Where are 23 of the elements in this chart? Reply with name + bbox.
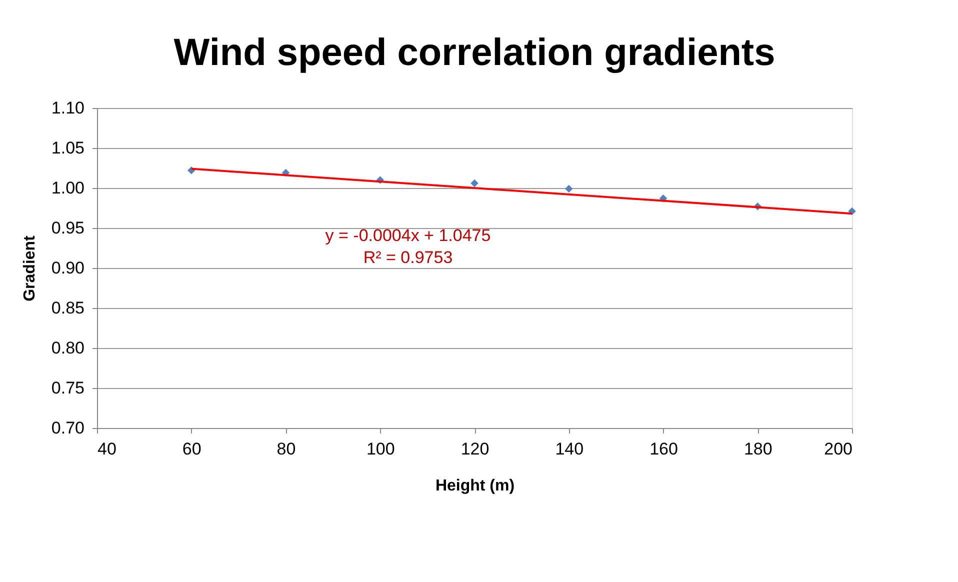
x-tick-label: 40 [98, 440, 116, 458]
x-tick-label: 60 [182, 440, 202, 458]
y-tick-label: 1.05 [51, 138, 84, 158]
y-tick-label: 1.00 [51, 178, 84, 198]
x-tick-label: 180 [744, 440, 772, 458]
annotation: y = -0.0004x + 1.0475 [325, 226, 491, 245]
y-tick-label: 1.10 [51, 98, 84, 118]
y-tick-label: 0.85 [51, 298, 84, 318]
x-tick-label: 80 [276, 440, 296, 458]
annotation: R² = 0.9753 [363, 248, 453, 267]
x-tick-label: 160 [650, 440, 678, 458]
x-tick-label: 100 [366, 440, 395, 458]
chart-title: Wind speed correlation gradients [174, 32, 776, 74]
x-tick-label: 200 [824, 440, 852, 458]
x-tick-label: 140 [555, 440, 584, 458]
y-axis-title: Gradient [21, 234, 38, 302]
y-tick-label: 0.90 [51, 258, 84, 278]
y-tick-label: 0.95 [51, 218, 84, 238]
y-tick-label: 0.70 [51, 418, 84, 438]
x-axis-title: Height (m) [435, 478, 515, 494]
x-tick-label: 120 [460, 440, 490, 458]
y-tick-label: 0.75 [51, 378, 84, 398]
y-tick-label: 0.80 [51, 338, 84, 358]
